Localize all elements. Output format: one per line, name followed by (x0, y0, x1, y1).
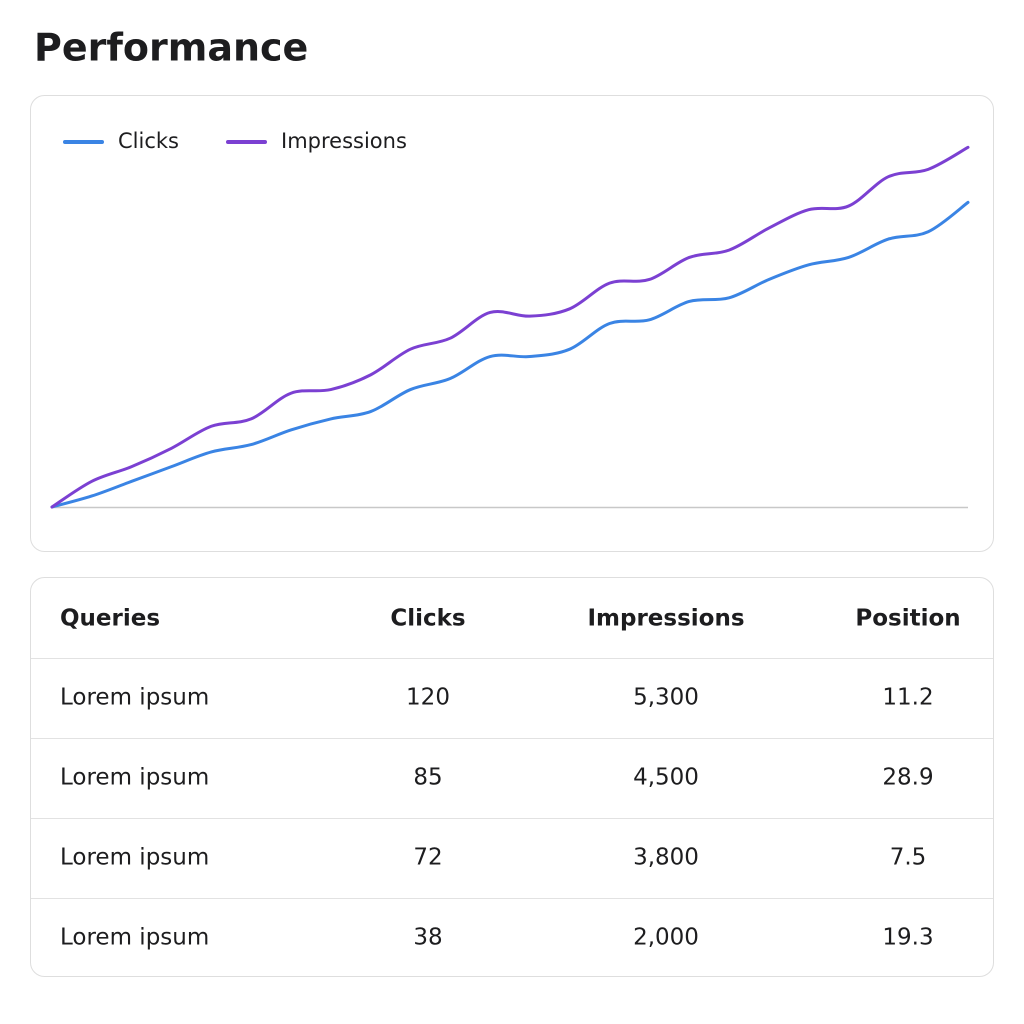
chart: Clicks Impressions (50, 129, 970, 509)
table-cell: 2,000 (633, 925, 699, 951)
table-cell: Lorem ipsum (60, 845, 209, 871)
table-cell: 19.3 (882, 925, 933, 951)
table-cell: 120 (406, 685, 450, 711)
column-header: Position (855, 606, 960, 632)
table-cell: Lorem ipsum (60, 685, 209, 711)
table-cell: 5,300 (633, 685, 699, 711)
table-cell: 85 (413, 765, 442, 791)
column-header: Queries (60, 606, 160, 632)
table-cell: 4,500 (633, 765, 699, 791)
legend-label: Impressions (281, 129, 407, 153)
table-cell: 7.5 (890, 845, 927, 871)
line-series (50, 200, 970, 509)
table-cell: 3,800 (633, 845, 699, 871)
table-cell: Lorem ipsum (60, 765, 209, 791)
table-cell: 28.9 (882, 765, 933, 791)
legend-label: Clicks (118, 129, 179, 153)
chart-card (30, 95, 994, 552)
column-header: Impressions (587, 606, 744, 632)
table-cell: 11.2 (882, 685, 933, 711)
table-cell: 72 (413, 845, 442, 871)
line-series (50, 145, 970, 509)
table: Queries Clicks Impressions Position Lorem ip… (31, 606, 993, 951)
column-header: Clicks (390, 606, 465, 632)
table-card (30, 577, 994, 977)
page-title: Performance (34, 26, 308, 70)
table-cell: Lorem ipsum (60, 925, 209, 951)
table-cell: 38 (413, 925, 442, 951)
